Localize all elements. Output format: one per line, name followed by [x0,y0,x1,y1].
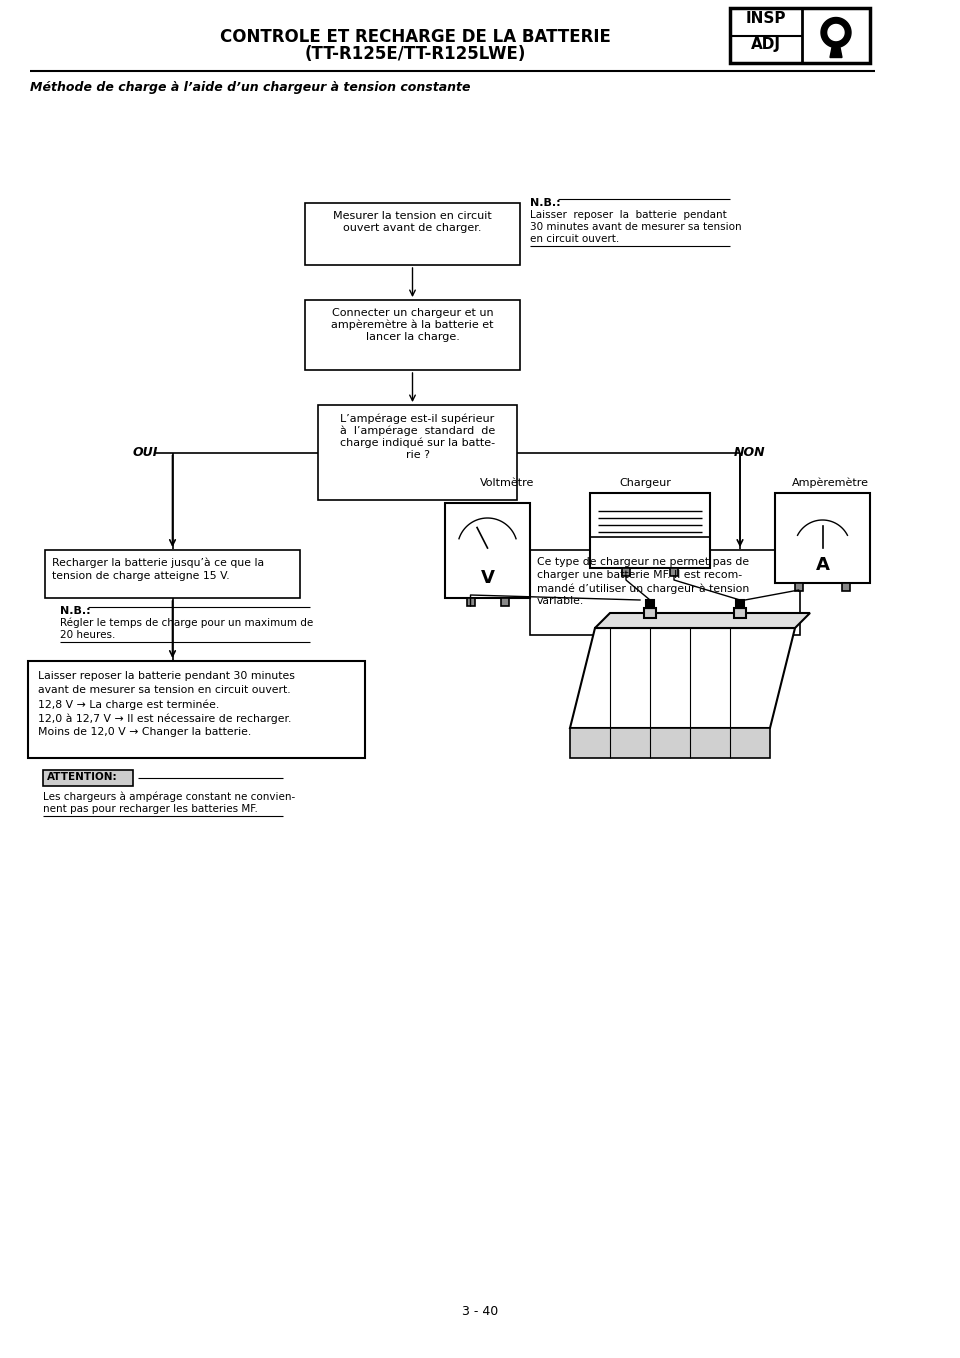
Text: Ampèremètre: Ampèremètre [791,478,869,488]
Bar [500,598,509,606]
Polygon shape [821,18,851,48]
Text: OUI: OUI [132,445,157,459]
Text: N.B.:: N.B.: [530,198,561,208]
Text: ATTENTION:: ATTENTION: [47,771,118,782]
Text: INSP: INSP [746,11,786,26]
Polygon shape [570,627,795,728]
Text: Voltmètre: Voltmètre [480,478,535,488]
Bar [622,568,630,576]
Text: N.B.:: N.B.: [60,606,90,617]
Text: Les chargeurs à ampérage constant ne convien-: Les chargeurs à ampérage constant ne con… [43,790,296,801]
Text: 30 minutes avant de mesurer sa tension: 30 minutes avant de mesurer sa tension [530,221,742,232]
Text: Connecter un chargeur et un
ampèremètre à la batterie et
lancer la charge.: Connecter un chargeur et un ampèremètre … [331,308,493,342]
Bar [570,728,770,758]
Bar [28,661,365,758]
Text: charger une batterie MF. Il est recom-: charger une batterie MF. Il est recom- [537,570,742,580]
Text: nent pas pour recharger les batteries MF.: nent pas pour recharger les batteries MF… [43,804,258,813]
Polygon shape [595,612,810,627]
Text: 12,0 à 12,7 V → Il est nécessaire de recharger.: 12,0 à 12,7 V → Il est nécessaire de rec… [38,713,292,724]
Polygon shape [828,24,844,41]
Text: NON: NON [734,445,766,459]
Text: Régler le temps de charge pour un maximum de: Régler le temps de charge pour un maximu… [60,618,313,629]
Text: (TT-R125E/TT-R125LWE): (TT-R125E/TT-R125LWE) [304,45,526,62]
Text: Ce type de chargeur ne permet pas de: Ce type de chargeur ne permet pas de [537,557,749,568]
Text: Méthode de charge à l’aide d’un chargeur à tension constante: Méthode de charge à l’aide d’un chargeur… [30,81,470,94]
Text: 3 - 40: 3 - 40 [462,1305,498,1319]
Bar [445,502,530,598]
Text: L’ampérage est-il supérieur
à  l’ampérage  standard  de
charge indiqué sur la ba: L’ampérage est-il supérieur à l’ampérage… [340,413,495,459]
Bar [305,202,520,265]
Text: Chargeur: Chargeur [619,478,671,488]
Bar [590,493,710,568]
Polygon shape [830,48,842,57]
Text: 20 heures.: 20 heures. [60,630,115,640]
Bar [736,600,744,608]
Bar [646,600,654,608]
Text: mandé d’utiliser un chargeur à tension: mandé d’utiliser un chargeur à tension [537,583,749,593]
Bar [305,300,520,369]
Text: Laisser reposer la batterie pendant 30 minutes: Laisser reposer la batterie pendant 30 m… [38,671,295,680]
Text: en circuit ouvert.: en circuit ouvert. [530,234,619,244]
Bar [318,405,517,500]
Text: tension de charge atteigne 15 V.: tension de charge atteigne 15 V. [52,570,229,581]
Bar [795,583,803,591]
Text: A: A [816,555,829,574]
Text: Laisser  reposer  la  batterie  pendant: Laisser reposer la batterie pendant [530,210,727,220]
Bar [730,8,870,62]
Bar [467,598,474,606]
Bar [530,550,800,636]
Text: variable.: variable. [537,596,585,606]
Text: avant de mesurer sa tension en circuit ouvert.: avant de mesurer sa tension en circuit o… [38,684,291,695]
Bar [670,568,678,576]
Bar [842,583,851,591]
Text: CONTROLE ET RECHARGE DE LA BATTERIE: CONTROLE ET RECHARGE DE LA BATTERIE [220,29,611,46]
Text: 12,8 V → La charge est terminée.: 12,8 V → La charge est terminée. [38,699,219,709]
Bar [775,493,870,583]
Text: Moins de 12,0 V → Changer la batterie.: Moins de 12,0 V → Changer la batterie. [38,727,252,737]
Bar [45,550,300,598]
Text: V: V [481,569,494,587]
Bar [644,608,656,618]
Bar [43,770,133,786]
Bar [734,608,746,618]
Text: Recharger la batterie jusqu’à ce que la: Recharger la batterie jusqu’à ce que la [52,557,264,568]
Text: ADJ: ADJ [751,38,781,53]
Text: Mesurer la tension en circuit
ouvert avant de charger.: Mesurer la tension en circuit ouvert ava… [333,210,492,232]
